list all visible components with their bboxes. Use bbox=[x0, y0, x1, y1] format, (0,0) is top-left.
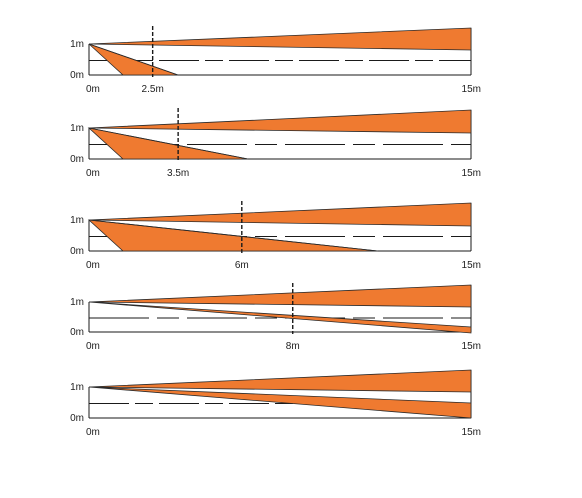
upper-beam bbox=[88, 109, 472, 134]
label-origin: 0m bbox=[86, 341, 100, 352]
marker-label: 3.5m bbox=[167, 168, 189, 179]
marker-label: 2.5m bbox=[142, 84, 164, 95]
label-origin: 0m bbox=[86, 84, 100, 95]
lower-beam-edge bbox=[88, 127, 249, 160]
lower-beam-edge bbox=[88, 219, 379, 252]
upper-beam bbox=[88, 284, 472, 308]
label-0m: 0m bbox=[70, 327, 84, 338]
lower-beam-edge bbox=[88, 43, 179, 76]
label-15m: 15m bbox=[462, 427, 481, 438]
label-1m: 1m bbox=[70, 215, 84, 226]
marker-label: 8m bbox=[286, 341, 300, 352]
label-0m: 0m bbox=[70, 70, 84, 81]
lower-beam bbox=[88, 301, 472, 334]
upper-beam bbox=[88, 27, 472, 51]
label-1m: 1m bbox=[70, 39, 84, 50]
marker-label: 6m bbox=[235, 260, 249, 271]
label-0m: 0m bbox=[70, 154, 84, 165]
upper-beam bbox=[88, 369, 472, 393]
label-15m: 15m bbox=[462, 84, 481, 95]
lower-beam bbox=[88, 386, 472, 419]
label-0m: 0m bbox=[70, 246, 84, 257]
label-15m: 15m bbox=[462, 260, 481, 271]
label-15m: 15m bbox=[462, 168, 481, 179]
upper-beam bbox=[88, 202, 472, 227]
label-15m: 15m bbox=[462, 341, 481, 352]
label-1m: 1m bbox=[70, 123, 84, 134]
label-1m: 1m bbox=[70, 382, 84, 393]
label-origin: 0m bbox=[86, 427, 100, 438]
label-0m: 0m bbox=[70, 413, 84, 424]
label-origin: 0m bbox=[86, 168, 100, 179]
label-origin: 0m bbox=[86, 260, 100, 271]
label-1m: 1m bbox=[70, 297, 84, 308]
